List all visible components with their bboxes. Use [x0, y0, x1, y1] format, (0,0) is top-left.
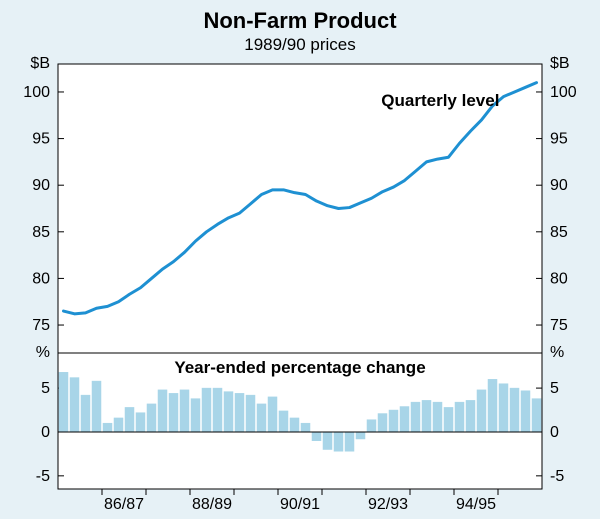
y-tick-label-left: 75 [32, 317, 50, 334]
bar [191, 399, 200, 432]
bar [521, 391, 530, 432]
bar [466, 400, 475, 432]
chart-svg: Non-Farm Product 1989/90 prices 75 75 80 80 85… [0, 0, 600, 519]
bar [257, 404, 266, 432]
y-tick-label-left: 85 [32, 224, 50, 241]
bar [290, 418, 299, 432]
bar [510, 388, 519, 432]
y-tick-label-right: 5 [550, 380, 559, 397]
bar [246, 395, 255, 432]
bar [158, 390, 167, 432]
chart-container: Non-Farm Product 1989/90 prices 75 75 80 80 85… [0, 0, 600, 519]
bar [444, 407, 453, 432]
bar [81, 395, 90, 432]
bar [224, 392, 233, 432]
bar [499, 384, 508, 432]
bar [125, 407, 134, 432]
bar [92, 381, 101, 432]
bar [323, 432, 332, 450]
x-tick-label: 92/93 [368, 496, 408, 513]
y-tick-label-right: 100 [550, 84, 577, 101]
x-tick-label: 88/89 [192, 496, 232, 513]
chart-title: Non-Farm Product [203, 8, 397, 33]
bar [488, 379, 497, 432]
y-tick-label-left: 95 [32, 131, 50, 148]
bar [136, 413, 145, 432]
bar [389, 410, 398, 432]
x-tick-label: 94/95 [456, 496, 496, 513]
bar [345, 432, 354, 451]
bar [411, 402, 420, 432]
bar [169, 393, 178, 432]
y-tick-label-left: 90 [32, 177, 50, 194]
bar [70, 378, 79, 432]
bar [114, 418, 123, 432]
bar [422, 400, 431, 432]
y-tick-label-right: 80 [550, 270, 568, 287]
y-tick-label-left: 100 [23, 84, 50, 101]
bar [356, 432, 365, 439]
bar [59, 372, 68, 432]
chart-subtitle: 1989/90 prices [244, 35, 356, 54]
bar [455, 402, 464, 432]
bar [334, 432, 343, 451]
y-tick-label-right: 75 [550, 317, 568, 334]
y-tick-label-left: 80 [32, 270, 50, 287]
y-tick-label-right: 0 [550, 424, 559, 441]
y-tick-label-left: -5 [36, 468, 50, 485]
bar-series-label: Year-ended percentage change [174, 358, 425, 377]
y-tick-label-left: 5 [41, 380, 50, 397]
y-tick-label-left: 0 [41, 424, 50, 441]
bar [378, 414, 387, 432]
y-tick-label-right: -5 [550, 468, 564, 485]
bar [235, 393, 244, 432]
line-series-label: Quarterly level [381, 91, 499, 110]
y-axis-label-left-bottom: % [36, 344, 50, 361]
bar [477, 390, 486, 432]
bar [532, 399, 541, 432]
bar [279, 411, 288, 432]
bar [400, 407, 409, 432]
bar [433, 402, 442, 432]
y-tick-label-right: 90 [550, 177, 568, 194]
bar [312, 432, 321, 441]
bar [147, 404, 156, 432]
y-tick-label-right: 85 [550, 224, 568, 241]
bar [301, 423, 310, 432]
bar [213, 388, 222, 432]
y-axis-label-right-bottom: % [550, 344, 564, 361]
bar [367, 420, 376, 432]
bar [268, 397, 277, 432]
bar [202, 388, 211, 432]
y-axis-label-left-top: $B [30, 55, 50, 72]
x-tick-label: 90/91 [280, 496, 320, 513]
y-tick-label-right: 95 [550, 131, 568, 148]
bar [103, 423, 112, 432]
y-axis-label-right-top: $B [550, 55, 570, 72]
bar [180, 390, 189, 432]
x-tick-label: 86/87 [104, 496, 144, 513]
